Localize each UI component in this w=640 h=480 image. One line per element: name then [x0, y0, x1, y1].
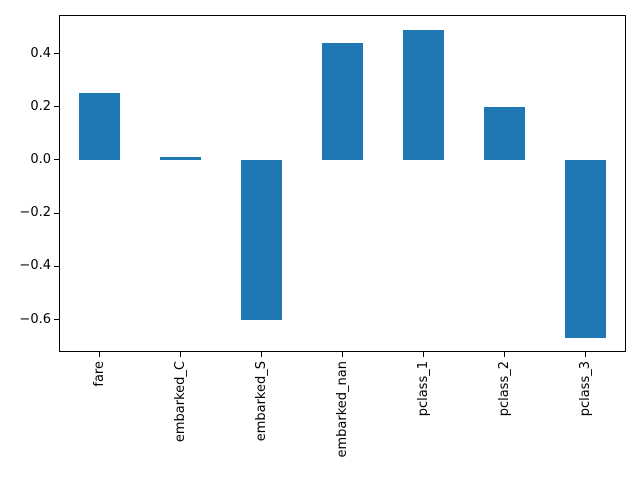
y-tick-mark [54, 319, 59, 321]
bar-fare [79, 93, 120, 160]
x-tick-label-embarked_nan: embarked_nan [334, 361, 350, 458]
x-tick-mark [585, 352, 586, 357]
x-tick-mark [423, 352, 424, 357]
bar-pclass_1 [403, 29, 444, 160]
x-tick-label-embarked_S: embarked_S [253, 361, 269, 442]
x-tick-mark [504, 352, 505, 357]
y-tick-label: −0.6 [19, 311, 51, 327]
x-tick-label-pclass_2: pclass_2 [496, 361, 512, 417]
bar-embarked_nan [322, 42, 363, 160]
x-tick-label-embarked_C: embarked_C [172, 361, 188, 443]
bar-pclass_2 [484, 106, 525, 160]
x-tick-label-pclass_3: pclass_3 [577, 361, 593, 417]
y-tick-mark [54, 212, 59, 214]
y-tick-mark [54, 106, 59, 108]
y-tick-mark [54, 159, 59, 161]
bar-embarked_S [241, 159, 282, 320]
x-tick-mark [180, 352, 181, 357]
bar-pclass_3 [565, 159, 606, 339]
y-tick-label: 0.0 [30, 151, 51, 167]
x-tick-mark [99, 352, 100, 357]
x-tick-label-fare: fare [91, 361, 107, 387]
y-tick-label: −0.2 [19, 205, 51, 221]
y-tick-label: −0.4 [19, 258, 51, 274]
y-tick-mark [54, 53, 59, 55]
x-tick-mark [342, 352, 343, 357]
y-tick-label: 0.2 [30, 98, 51, 114]
bar-embarked_C [160, 157, 201, 160]
x-tick-mark [261, 352, 262, 357]
x-tick-label-pclass_1: pclass_1 [415, 361, 431, 417]
y-tick-label: 0.4 [30, 45, 51, 61]
y-tick-mark [54, 265, 59, 267]
